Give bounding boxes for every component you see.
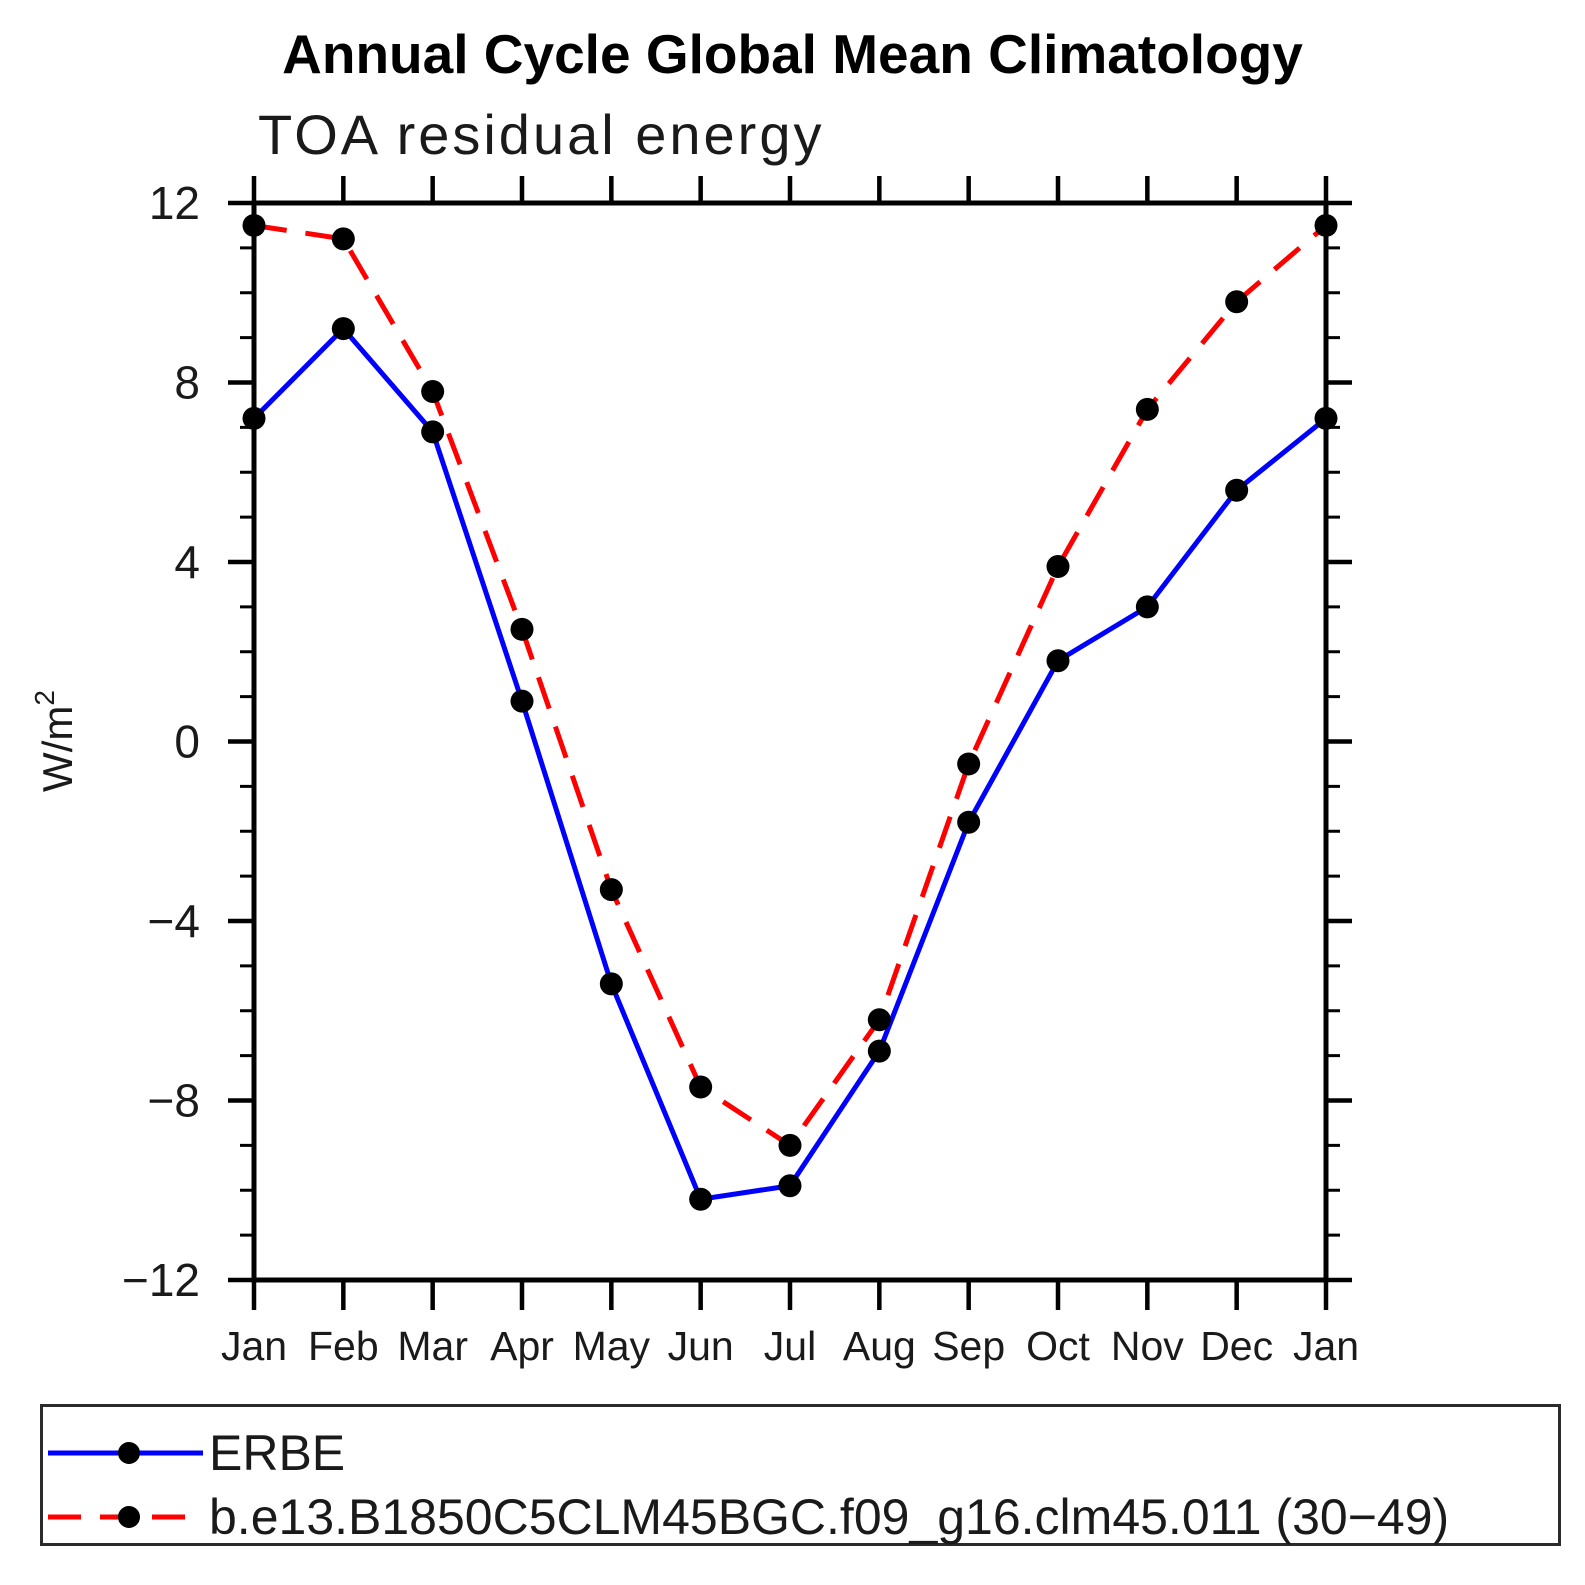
data-point-0 [599,972,623,996]
data-point-0 [242,406,266,430]
marker-dot-icon [118,1506,140,1528]
data-point-0 [957,810,981,834]
x-tick-label: May [573,1323,651,1369]
data-point-0 [1314,406,1338,430]
model-line-swatch [48,1506,203,1528]
marker-dot-icon [118,1442,140,1464]
legend-label-model: b.e13.B1850C5CLM45BGC.f09_g16.clm45.011 … [209,1489,1450,1545]
data-point-0 [510,689,534,713]
y-tick-label: −4 [148,895,200,947]
x-tick-label: Jun [668,1323,734,1369]
legend-item-model: b.e13.B1850C5CLM45BGC.f09_g16.clm45.011 … [48,1492,1449,1542]
data-point-1 [778,1133,802,1157]
data-point-0 [1046,649,1070,673]
y-axis-title: W/m2 [29,690,81,792]
chart-subtitle: TOA residual energy [258,103,825,166]
erbe-line-swatch [48,1442,203,1464]
y-tick-label: 12 [149,177,200,229]
data-point-0 [1225,478,1249,502]
y-tick-label: 0 [174,716,200,768]
data-point-1 [242,213,266,237]
data-point-0 [778,1174,802,1198]
legend-label-erbe: ERBE [209,1425,346,1481]
data-point-1 [867,1008,891,1032]
data-point-1 [331,227,355,251]
x-tick-label: Jan [221,1323,287,1369]
x-tick-label: Sep [932,1323,1005,1369]
x-tick-label: Feb [308,1323,379,1369]
legend-box: ERBE b.e13.B1850C5CLM45BGC.f09_g16.clm45… [40,1404,1561,1546]
y-tick-label: 8 [174,357,200,409]
y-tick-label: −12 [122,1254,200,1306]
data-point-0 [421,420,445,444]
legend-item-erbe: ERBE [48,1428,345,1478]
x-tick-label: Nov [1111,1323,1184,1369]
data-point-1 [510,617,534,641]
data-point-0 [1135,595,1159,619]
data-point-1 [957,752,981,776]
x-tick-label: Mar [397,1323,468,1369]
data-point-1 [599,878,623,902]
series-line-1 [253,222,1328,1149]
chart-title: Annual Cycle Global Mean Climatology [282,23,1303,85]
data-point-1 [1314,213,1338,237]
x-tick-label: Oct [1026,1323,1090,1369]
x-tick-label: Jul [764,1323,816,1369]
data-point-1 [689,1075,713,1099]
data-point-0 [867,1039,891,1063]
series-line-0 [252,324,1328,1202]
y-tick-label: 4 [174,536,200,588]
x-tick-label: Apr [490,1323,554,1369]
data-point-0 [331,317,355,341]
data-point-0 [689,1187,713,1211]
x-tick-label: Aug [843,1323,916,1369]
x-tick-label: Jan [1293,1323,1359,1369]
data-point-1 [1225,290,1249,314]
data-point-1 [1046,554,1070,578]
data-point-1 [421,379,445,403]
y-tick-label: −8 [148,1075,200,1127]
chart-plot-area: −12 −8 −4 0 4 8 12 Jan Feb Mar Apr May Jun Jul Aug Sep O… [29,176,1359,1369]
x-tick-label: Dec [1200,1323,1273,1369]
data-point-1 [1135,397,1159,421]
